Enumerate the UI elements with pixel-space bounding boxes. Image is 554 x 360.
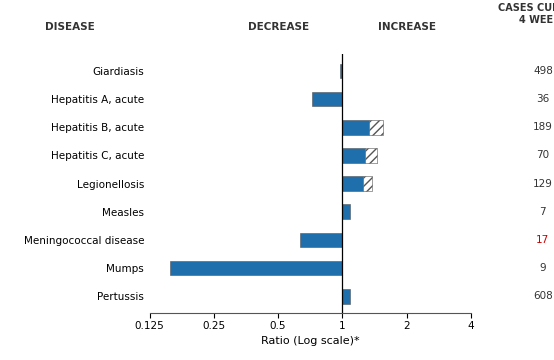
Text: DECREASE: DECREASE [248,22,309,32]
Bar [300,233,342,247]
Text: 70: 70 [536,150,550,161]
Bar [363,176,372,191]
Bar [369,120,383,135]
Text: 9: 9 [540,263,546,273]
Bar [170,261,342,275]
X-axis label: Ratio (Log scale)*: Ratio (Log scale)* [261,336,360,346]
Text: 7: 7 [540,207,546,217]
Text: 17: 17 [536,235,550,245]
Bar [342,176,363,191]
Text: 36: 36 [536,94,550,104]
Bar [365,148,377,163]
Bar [342,289,350,303]
Text: INCREASE: INCREASE [378,22,435,32]
Bar [342,148,365,163]
Bar [342,120,369,135]
Bar [342,204,350,219]
Bar [312,92,342,107]
Text: 608: 608 [533,291,553,301]
Text: DISEASE: DISEASE [45,22,95,32]
Text: 189: 189 [533,122,553,132]
Text: CASES CURRENT
4 WEEKS: CASES CURRENT 4 WEEKS [497,3,554,25]
Text: 498: 498 [533,66,553,76]
Bar [340,64,342,78]
Text: 129: 129 [533,179,553,189]
